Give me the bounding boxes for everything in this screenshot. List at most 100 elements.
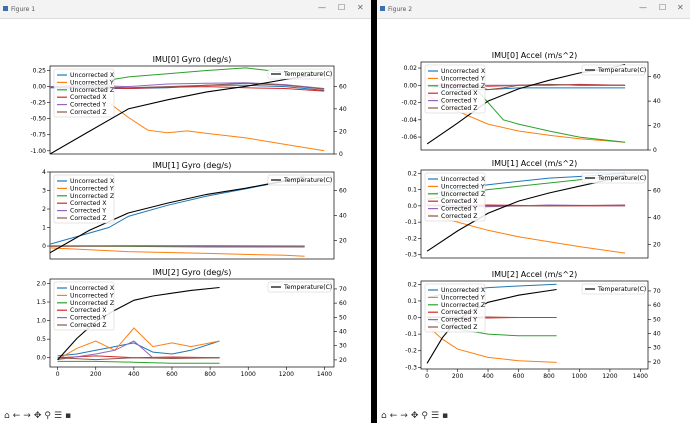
legend-label: Uncorrected Y (441, 183, 485, 190)
y2-tick-label: 40 (339, 106, 347, 113)
configure-icon[interactable]: ☰ (53, 411, 66, 421)
y-tick-label: 0.2 (407, 281, 417, 288)
legend-label: Uncorrected X (70, 178, 115, 185)
y2-tick-label: 0 (653, 147, 657, 154)
legend-label: Uncorrected Z (70, 193, 114, 200)
save-icon[interactable]: ▪ (442, 411, 452, 421)
legend-label: Uncorrected Y (70, 79, 114, 86)
legend-label: Corrected Y (441, 206, 477, 213)
y2-tick-label: 60 (339, 83, 347, 90)
chart-panel-0: IMU[0] Gyro (deg/s) 0.25 0.00 -0.25 -0.50 -0.… (30, 55, 346, 158)
legend-label: Corrected Z (70, 322, 107, 329)
pan-icon[interactable]: ✥ (410, 411, 422, 421)
y2-tick-label: 70 (339, 286, 347, 293)
x-tick-label: 600 (513, 373, 525, 380)
y2-tick-label: 60 (653, 187, 661, 194)
legend-label: Corrected Y (441, 317, 477, 324)
x-tick-label: 1000 (241, 371, 256, 378)
zoom-icon[interactable]: ⚲ (44, 411, 54, 421)
series-line-temperature (50, 74, 315, 154)
x-tick-label: 200 (90, 371, 102, 378)
series-line-corrected-y (57, 340, 220, 361)
y-tick-label: -0.75 (30, 132, 46, 139)
forward-icon[interactable]: → (23, 411, 34, 421)
y2-tick-label: 40 (653, 214, 661, 221)
legend-label: Corrected Y (70, 208, 106, 215)
chart-title: IMU[0] Gyro (deg/s) (153, 55, 232, 64)
back-icon[interactable]: ← (12, 411, 24, 421)
figure-canvas-1: IMU[0] Gyro (deg/s)0.250.00-0.25-0.50-0.… (30, 55, 347, 378)
minimize-button[interactable]: — (639, 3, 647, 12)
legend-secondary: Temperature(C) (581, 64, 646, 76)
y2-tick-label: 60 (653, 74, 661, 81)
y-tick-label: 1.0 (36, 318, 46, 325)
x-tick-label: 800 (543, 373, 555, 380)
chart-title: IMU[2] Accel (m/s^2) (492, 270, 578, 279)
y-tick-label: -0.3 (405, 252, 417, 259)
y2-tick-label: 50 (653, 316, 661, 323)
y2-tick-label: 20 (653, 241, 661, 248)
legend-label: Uncorrected X (441, 287, 486, 294)
y2-tick-label: 40 (339, 213, 347, 220)
configure-icon[interactable]: ☰ (430, 411, 443, 421)
x-tick-label: 400 (128, 371, 140, 378)
x-tick-label: 400 (482, 373, 494, 380)
pan-icon[interactable]: ✥ (33, 411, 45, 421)
y-tick-label: -0.06 (401, 134, 417, 141)
x-tick-label: 0 (56, 371, 60, 378)
y2-tick-label: 0 (339, 151, 343, 158)
forward-icon[interactable]: → (400, 411, 411, 421)
x-tick-label: 200 (452, 373, 464, 380)
y-tick-label: 4 (42, 169, 46, 176)
maximize-button[interactable]: ☐ (338, 3, 346, 12)
save-icon[interactable]: ▪ (65, 411, 75, 421)
y-tick-label: -0.1 (405, 331, 417, 338)
window-title: Figure 1 (11, 6, 36, 13)
legend-label: Uncorrected X (441, 68, 486, 75)
legend-label: Corrected X (441, 90, 478, 97)
y-tick-label: 1.5 (36, 299, 46, 306)
back-icon[interactable]: ← (389, 411, 401, 421)
maximize-button[interactable]: ☐ (659, 3, 667, 12)
y2-tick-label: 20 (653, 123, 661, 130)
zoom-icon[interactable]: ⚲ (421, 411, 431, 421)
legend-secondary: Temperature(C) (267, 281, 332, 293)
y2-tick-label: 60 (339, 188, 347, 195)
close-button[interactable]: ✕ (677, 3, 684, 12)
legend-label: Corrected Z (70, 215, 107, 222)
chart-title: IMU[0] Accel (m/s^2) (492, 51, 578, 60)
figure-window-1: Figure 1 — ☐ ✕ IMU[0] Gyro (deg/s) 0.25 0.… (0, 0, 371, 423)
legend-label: Uncorrected Z (441, 302, 485, 309)
legend-label: Uncorrected Y (70, 185, 114, 192)
y2-tick-label: 40 (653, 331, 661, 338)
x-tick-label: 1400 (633, 373, 648, 380)
x-tick-label: 1400 (317, 371, 332, 378)
close-button[interactable]: ✕ (357, 3, 364, 12)
home-icon[interactable]: ⌂ (381, 411, 390, 421)
app-logo-icon (380, 6, 385, 11)
minimize-button[interactable]: — (318, 3, 326, 12)
y-tick-label: 0.5 (36, 336, 46, 343)
y2-tick-label: 20 (339, 357, 347, 364)
chart-title: IMU[2] Gyro (deg/s) (153, 268, 232, 277)
y-tick-label: 0.1 (407, 298, 417, 305)
legend-label: Uncorrected Z (441, 83, 485, 90)
home-icon[interactable]: ⌂ (4, 411, 13, 421)
legend-secondary: Temperature(C) (581, 172, 646, 184)
legend-label: Uncorrected Y (441, 294, 485, 301)
chart-panel-5: IMU[2] Accel (m/s^2) 0.2 0.1 0.0 -0.1 -0.2 -0.… (405, 270, 661, 380)
title-bar[interactable]: Figure 2 — ☐ ✕ (377, 0, 690, 19)
title-bar[interactable]: Figure 1 — ☐ ✕ (0, 0, 371, 19)
chart-panel-2: IMU[2] Gyro (deg/s) 2.0 1.5 1.0 0.5 0.0 70 60 50… (36, 268, 346, 378)
y-tick-label: 0.00 (404, 82, 418, 89)
y-tick-label: 0.0 (407, 315, 417, 322)
y-tick-label: 2 (42, 206, 46, 213)
legend-secondary: Temperature(C) (581, 283, 646, 295)
y2-tick-label: 50 (339, 314, 347, 321)
y-tick-label: -0.2 (405, 235, 417, 242)
chart-title: IMU[1] Gyro (deg/s) (153, 161, 232, 170)
legend-label: Uncorrected X (70, 72, 115, 79)
x-tick-label: 1200 (602, 373, 617, 380)
